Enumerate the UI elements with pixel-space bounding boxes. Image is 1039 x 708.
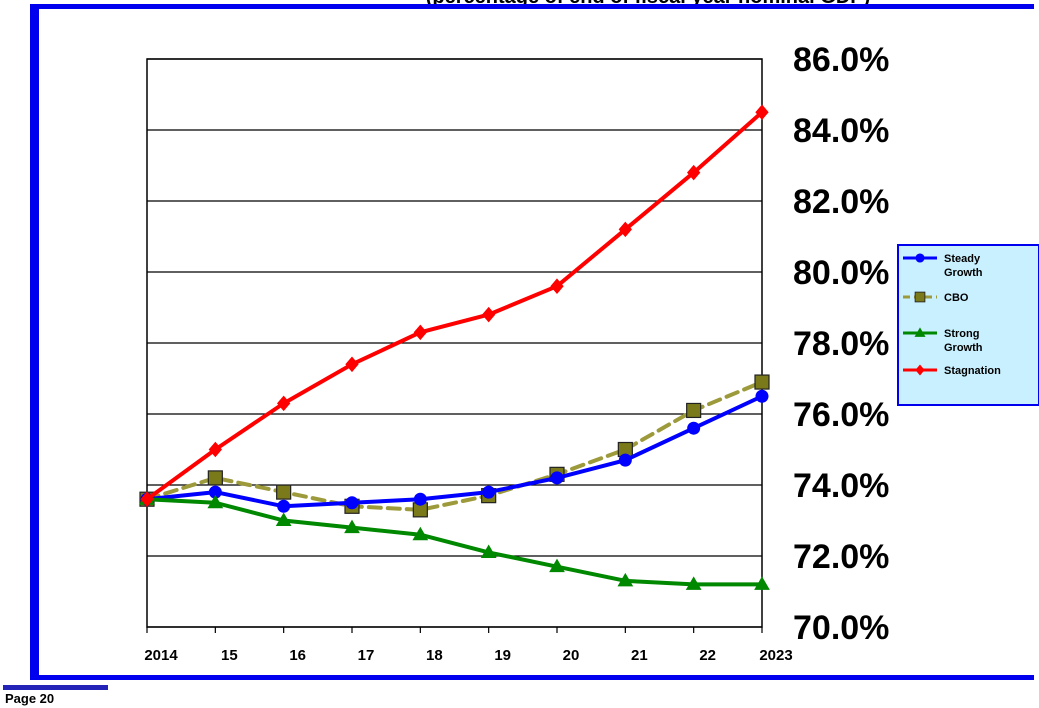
legend-marker	[914, 327, 926, 337]
point-strong-growth-20	[549, 558, 565, 573]
point-strong-growth-18	[412, 526, 429, 541]
y-tick-label: 78.0%	[793, 325, 889, 363]
y-tick-label: 74.0%	[793, 467, 889, 505]
legend-marker	[914, 291, 926, 303]
series-steady-growth	[140, 389, 769, 513]
point-stagnation-15	[208, 441, 222, 458]
page-bar	[3, 685, 108, 690]
x-tick-label: 17	[358, 647, 375, 664]
legend-entry-steady-growth: Steady Growth	[903, 253, 983, 279]
legend-label: Strong	[944, 328, 979, 340]
x-tick-label: 16	[289, 647, 306, 664]
point-steady-growth-21	[618, 453, 632, 467]
series-line-cbo	[145, 380, 764, 512]
point-strong-growth-2023	[754, 576, 770, 590]
point-stagnation-20	[550, 278, 564, 294]
legend-entry-cbo: CBO	[903, 291, 969, 304]
point-steady-growth-17	[345, 496, 359, 510]
point-steady-growth-20	[550, 471, 564, 485]
point-steady-growth-2023	[755, 389, 769, 403]
point-steady-growth-16	[277, 499, 291, 513]
series-strong-growth	[139, 491, 770, 590]
legend-entry-stagnation: Stagnation	[903, 364, 1001, 377]
point-cbo-2023	[754, 374, 770, 390]
legend-marker	[915, 253, 925, 263]
point-strong-growth-15	[207, 494, 224, 509]
point-cbo-16	[276, 484, 292, 500]
series-stagnation	[140, 104, 769, 507]
point-stagnation-18	[413, 324, 427, 341]
point-stagnation-17	[345, 356, 359, 373]
legend: Steady Growth CBO Strong Growth Stagnation	[897, 244, 1039, 406]
y-tick-label: 82.0%	[793, 183, 889, 221]
y-tick-label: 86.0%	[793, 41, 889, 79]
point-stagnation-22	[687, 164, 701, 181]
series-lines	[139, 104, 770, 590]
point-steady-growth-18	[413, 492, 427, 506]
legend-box	[897, 244, 1039, 406]
point-cbo-22	[686, 402, 702, 419]
point-stagnation-2014	[140, 491, 154, 507]
point-strong-growth-16	[275, 512, 292, 526]
legend-label: CBO	[944, 292, 969, 304]
point-strong-growth-21	[617, 572, 634, 587]
series-line-steady-growth	[145, 394, 764, 509]
legend-entry-strong-growth: Strong Growth	[903, 327, 983, 354]
x-axis-ticks: 2014 15 16 17 18 19 20 21 22 2023	[144, 627, 793, 664]
y-tick-label: 84.0%	[793, 112, 889, 150]
point-strong-growth-22	[685, 576, 702, 590]
point-strong-growth-19	[480, 544, 497, 558]
x-tick-label: 2023	[759, 647, 792, 664]
y-tick-label: 70.0%	[793, 609, 889, 647]
x-tick-label: 20	[563, 647, 580, 664]
point-strong-growth-17	[344, 519, 360, 534]
point-steady-growth-22	[687, 421, 701, 435]
point-stagnation-16	[277, 395, 291, 412]
point-stagnation-21	[618, 221, 632, 238]
point-cbo-15	[207, 470, 223, 486]
legend-label: Stagnation	[944, 365, 1001, 377]
y-tick-label: 72.0%	[793, 538, 889, 576]
page-number: Page 20	[5, 691, 55, 706]
x-tick-label: 18	[426, 647, 443, 664]
x-tick-label: 21	[631, 647, 648, 664]
slide-frame	[30, 4, 1034, 680]
point-steady-growth-19	[482, 485, 496, 499]
legend-label: Growth	[944, 267, 983, 279]
point-stagnation-19	[482, 306, 496, 323]
x-tick-label: 22	[699, 647, 716, 664]
series-line-stagnation	[145, 110, 764, 502]
y-axis-ticks: 70.0% 72.0% 74.0% 76.0% 78.0% 80.0% 82.0% 84.0%…	[793, 41, 889, 647]
x-tick-label: 19	[494, 647, 511, 664]
legend-label: Steady	[944, 253, 981, 265]
legend-label: Growth	[944, 342, 983, 354]
series-line-strong-growth	[145, 497, 764, 587]
y-tick-label: 76.0%	[793, 396, 889, 434]
y-tick-label: 80.0%	[793, 254, 889, 292]
legend-marker	[915, 364, 925, 376]
x-tick-label: 15	[221, 647, 238, 664]
plot-area-border	[146, 58, 763, 628]
x-tick-label: 2014	[144, 647, 178, 664]
point-stagnation-2023	[755, 104, 769, 121]
